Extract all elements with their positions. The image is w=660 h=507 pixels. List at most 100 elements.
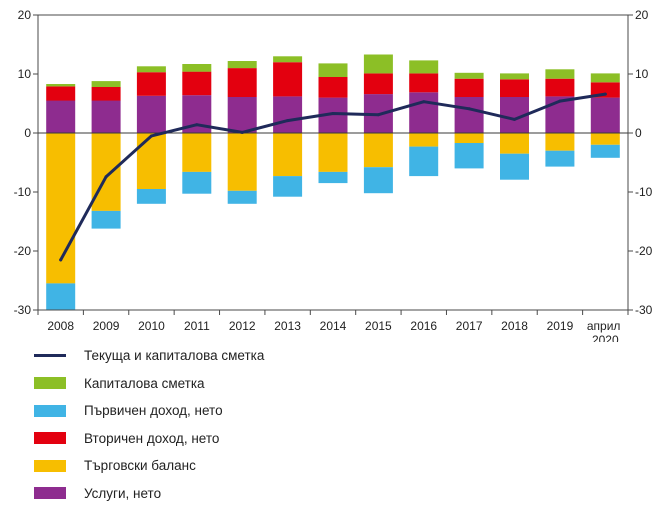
bar-trade-1 xyxy=(92,133,121,211)
legend-item-capital: Капиталова сметка xyxy=(34,370,474,398)
x-tick-label: 2010 xyxy=(138,319,165,333)
y-tick-label-right: -10 xyxy=(635,185,653,199)
legend-item-services: Услуги, нето xyxy=(34,480,474,507)
bar-capital-0 xyxy=(46,84,75,86)
y-tick-label-right: 10 xyxy=(635,67,649,81)
y-tick-label-right: -20 xyxy=(635,244,653,258)
x-tick-label: 2015 xyxy=(365,319,392,333)
bar-capital-9 xyxy=(455,73,484,79)
bar-services-2 xyxy=(137,96,166,133)
bar-capital-10 xyxy=(500,73,529,79)
bar-services-12 xyxy=(591,98,620,133)
bar-trade-4 xyxy=(228,133,257,191)
x-tick-label: 2011 xyxy=(184,319,210,333)
bars xyxy=(46,55,620,311)
line-point-current_capital-4 xyxy=(241,131,244,134)
line-point-current_capital-9 xyxy=(468,107,471,110)
x-tick-label: 2018 xyxy=(501,319,528,333)
bar-services-8 xyxy=(409,92,438,133)
legend-item-current_capital: Текуща и капиталова сметка xyxy=(34,342,474,370)
bar-trade-2 xyxy=(137,133,166,189)
y-tick-label-left: 20 xyxy=(18,8,32,22)
bar-services-1 xyxy=(92,101,121,134)
line-point-current_capital-11 xyxy=(558,100,561,103)
bar-trade-6 xyxy=(319,133,348,172)
bar-secondary-6 xyxy=(319,77,348,98)
bar-capital-5 xyxy=(273,56,302,62)
x-tick-label: април 2020 xyxy=(587,319,624,342)
legend-item-primary: Първичен доход, нето xyxy=(34,397,474,425)
legend-swatch xyxy=(34,487,66,499)
bar-services-5 xyxy=(273,96,302,133)
line-point-current_capital-6 xyxy=(332,112,335,115)
legend-item-secondary: Вторичен доход, нето xyxy=(34,425,474,453)
bar-trade-3 xyxy=(182,133,211,172)
bar-secondary-4 xyxy=(228,68,257,97)
bar-secondary-9 xyxy=(455,79,484,97)
bar-primary-11 xyxy=(545,151,574,167)
bar-trade-7 xyxy=(364,133,393,167)
bar-trade-11 xyxy=(545,133,574,151)
bar-capital-8 xyxy=(409,60,438,73)
bar-trade-10 xyxy=(500,133,529,154)
line-point-current_capital-0 xyxy=(59,258,62,261)
bar-secondary-8 xyxy=(409,73,438,92)
bar-primary-0 xyxy=(46,283,75,310)
legend-swatch xyxy=(34,460,66,472)
bar-capital-3 xyxy=(182,64,211,72)
bar-primary-12 xyxy=(591,145,620,158)
bar-primary-4 xyxy=(228,191,257,204)
legend-label: Капиталова сметка xyxy=(84,376,205,391)
bar-secondary-3 xyxy=(182,72,211,96)
legend-swatch xyxy=(34,405,66,417)
bar-primary-6 xyxy=(319,172,348,183)
bar-secondary-11 xyxy=(545,79,574,97)
x-tick-label: 2016 xyxy=(410,319,437,333)
bar-primary-8 xyxy=(409,147,438,177)
bar-secondary-10 xyxy=(500,79,529,97)
line-point-current_capital-2 xyxy=(150,134,153,137)
line-point-current_capital-10 xyxy=(513,118,516,121)
bar-services-4 xyxy=(228,97,257,133)
bar-capital-7 xyxy=(364,55,393,74)
line-point-current_capital-12 xyxy=(604,93,607,96)
legend-swatch xyxy=(34,354,66,357)
bar-capital-6 xyxy=(319,63,348,77)
bar-trade-9 xyxy=(455,133,484,143)
x-tick-label: 2012 xyxy=(229,319,256,333)
bar-capital-2 xyxy=(137,66,166,72)
bar-services-9 xyxy=(455,97,484,133)
y-tick-label-left: -10 xyxy=(14,185,32,199)
y-tick-label-right: 0 xyxy=(635,126,642,140)
bar-secondary-5 xyxy=(273,62,302,96)
y-tick-label-left: -20 xyxy=(14,244,32,258)
bar-services-0 xyxy=(46,101,75,134)
bar-primary-9 xyxy=(455,143,484,168)
bar-secondary-2 xyxy=(137,72,166,96)
line-point-current_capital-3 xyxy=(195,123,198,126)
legend-label: Първичен доход, нето xyxy=(84,403,223,418)
line-point-current_capital-5 xyxy=(286,119,289,122)
bar-secondary-0 xyxy=(46,86,75,100)
x-tick-label: 2014 xyxy=(320,319,347,333)
line-point-current_capital-7 xyxy=(377,113,380,116)
x-tick-label: 2019 xyxy=(547,319,574,333)
x-tick-label: 2013 xyxy=(274,319,301,333)
y-tick-label-left: 10 xyxy=(18,67,32,81)
x-tick-label: 2017 xyxy=(456,319,483,333)
bar-trade-5 xyxy=(273,133,302,176)
legend-item-trade: Търговски баланс xyxy=(34,452,474,480)
bar-secondary-7 xyxy=(364,73,393,94)
y-tick-label-left: 0 xyxy=(24,126,31,140)
bar-primary-7 xyxy=(364,167,393,193)
y-tick-label-right: -30 xyxy=(635,303,653,317)
line-point-current_capital-1 xyxy=(105,175,108,178)
x-tick-label: 2009 xyxy=(93,319,120,333)
x-tick-label: 2008 xyxy=(47,319,74,333)
y-tick-label-left: -30 xyxy=(14,303,32,317)
legend-label: Търговски баланс xyxy=(84,458,196,473)
bar-secondary-1 xyxy=(92,87,121,101)
legend-label: Текуща и капиталова сметка xyxy=(84,348,264,363)
y-tick-label-right: 20 xyxy=(635,8,649,22)
bar-capital-11 xyxy=(545,69,574,78)
